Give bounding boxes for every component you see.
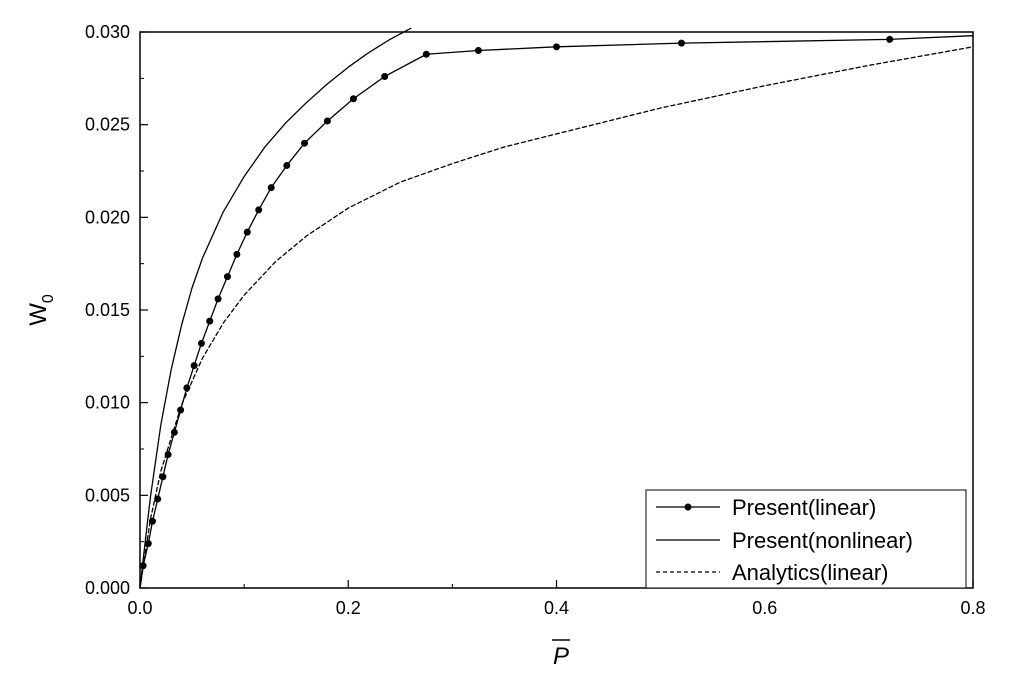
data-point-present-linear [206, 317, 214, 325]
data-point-present-linear [474, 47, 482, 55]
data-point-present-linear [190, 362, 198, 370]
svg-text:W0: W0 [25, 294, 57, 326]
x-axis-title: P [552, 639, 570, 670]
data-point-present-linear [323, 117, 331, 125]
y-tick-label: 0.015 [85, 300, 130, 320]
data-point-present-linear [301, 139, 309, 147]
y-axis-title: W0 [25, 294, 57, 326]
data-point-present-linear [177, 406, 185, 414]
data-point-present-linear [677, 39, 685, 47]
data-point-present-linear [223, 273, 231, 281]
x-tick-label: 0.8 [960, 598, 985, 618]
data-point-present-linear [214, 295, 222, 303]
x-tick-label: 0.6 [752, 598, 777, 618]
x-axis-ticks: 0.0 0.2 0.4 0.6 0.8 [127, 580, 986, 618]
data-point-present-linear [255, 206, 263, 214]
data-point-present-linear [553, 43, 560, 51]
y-axis-subscript: 0 [40, 294, 57, 303]
data-point-present-linear [283, 161, 291, 169]
y-axis-ticks: 0.000 0.005 0.010 0.015 0.020 0.025 0.030 [85, 22, 148, 598]
data-point-present-linear [197, 339, 205, 347]
series-line-present-linear [139, 35, 974, 589]
x-tick-label: 0.0 [127, 598, 152, 618]
y-tick-label: 0.025 [85, 115, 130, 135]
data-point-present-linear [267, 184, 275, 192]
legend-marker-present-linear [684, 503, 692, 511]
data-point-present-linear [149, 517, 156, 525]
data-point-present-linear [422, 50, 430, 58]
legend-label-present-linear: Present(linear) [732, 495, 876, 520]
legend-label-analytics-linear: Analytics(linear) [732, 560, 889, 585]
y-tick-label: 0.000 [85, 578, 130, 598]
series-layer [139, 27, 974, 589]
x-axis-label: P [553, 643, 569, 670]
data-point-present-linear [164, 451, 172, 459]
data-point-present-linear [154, 495, 162, 503]
x-tick-label: 0.4 [544, 598, 569, 618]
y-tick-label: 0.010 [85, 393, 130, 413]
data-point-present-linear [159, 473, 167, 481]
y-axis-label: W [25, 303, 52, 326]
plot-frame [139, 31, 974, 589]
series-line-present-nonlinear [139, 27, 412, 589]
legend-label-present-nonlinear: Present(nonlinear) [732, 528, 913, 553]
y-tick-label: 0.020 [85, 207, 130, 227]
data-point-present-linear [381, 72, 389, 80]
data-point-present-linear [243, 228, 251, 236]
data-point-present-linear [886, 35, 894, 43]
x-tick-label: 0.2 [336, 598, 361, 618]
y-tick-label: 0.005 [85, 485, 130, 505]
data-point-present-linear [349, 95, 357, 103]
data-point-present-linear [233, 250, 241, 258]
y-tick-label: 0.030 [85, 22, 130, 42]
series-line-analytics-linear [139, 46, 974, 589]
legend: Present(linear) Present(nonlinear) Analy… [645, 489, 967, 589]
